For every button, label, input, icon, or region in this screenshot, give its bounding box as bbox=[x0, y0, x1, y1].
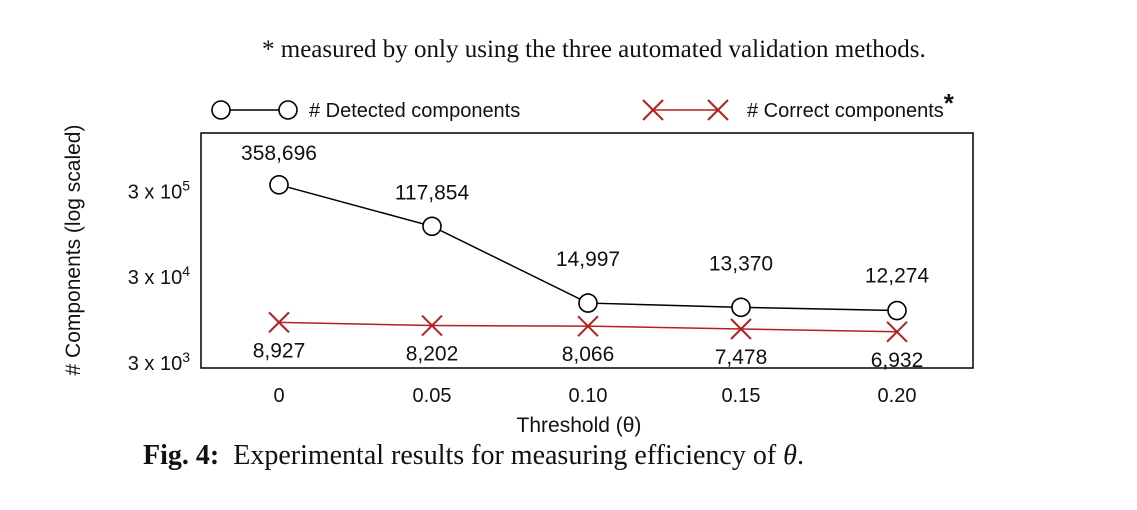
correct-point bbox=[421, 314, 443, 337]
correct-point bbox=[886, 321, 908, 343]
y-tick-base: 3 x 10 bbox=[128, 353, 182, 375]
detected-point bbox=[578, 293, 598, 313]
footnote-text: * measured by only using the three autom… bbox=[262, 36, 926, 63]
legend-marker-correct bbox=[707, 99, 729, 121]
detected-point bbox=[269, 175, 289, 195]
legend-label-detected: # Detected components bbox=[309, 100, 520, 122]
detected-data-label: 13,370 bbox=[709, 252, 773, 275]
caption-symbol: θ bbox=[783, 440, 797, 471]
correct-data-label: 8,066 bbox=[562, 343, 615, 366]
correct-data-label: 8,927 bbox=[253, 339, 306, 362]
correct-data-label: 8,202 bbox=[406, 343, 459, 366]
detected-data-label: 14,997 bbox=[556, 248, 620, 271]
y-tick-label: 3 x 104 bbox=[128, 263, 190, 289]
detected-data-label: 358,696 bbox=[241, 142, 317, 165]
x-tick-label: 0.20 bbox=[878, 385, 917, 407]
correct-data-label: 6,932 bbox=[871, 349, 924, 372]
legend-marker-detected bbox=[211, 100, 231, 120]
correct-point bbox=[730, 318, 752, 340]
line-chart: # Detected components # Correct component… bbox=[62, 88, 974, 437]
x-axis-label: Threshold (θ) bbox=[517, 414, 642, 437]
caption-end: . bbox=[796, 440, 804, 471]
x-tick-label: 0.05 bbox=[413, 385, 452, 407]
y-tick-label: 3 x 105 bbox=[128, 177, 190, 203]
x-tick-label: 0.15 bbox=[722, 385, 761, 407]
figure-caption: Fig. 4: Experimental results for measuri… bbox=[143, 440, 804, 472]
detected-point bbox=[731, 297, 751, 318]
caption-label: Fig. 4: bbox=[143, 440, 220, 471]
series-layer: 358,696 117,854 14,997 13,370 12,274 8,927 8,2… bbox=[241, 142, 929, 372]
detected-data-label: 117,854 bbox=[395, 181, 470, 204]
x-tick-label: 0 bbox=[273, 385, 284, 407]
y-tick-base: 3 x 10 bbox=[128, 267, 182, 289]
y-tick-exponent: 3 bbox=[182, 349, 190, 365]
detected-point bbox=[887, 300, 907, 321]
caption-text: Experimental results for measuring effic… bbox=[233, 440, 777, 471]
correct-data-label: 7,478 bbox=[715, 346, 768, 369]
correct-point bbox=[577, 315, 599, 337]
y-axis-label: # Components (log scaled) bbox=[62, 125, 85, 376]
detected-data-label: 12,274 bbox=[865, 265, 930, 288]
legend-label-correct-name: # Correct components bbox=[747, 100, 944, 122]
x-axis-ticks: 0 0.05 0.10 0.15 0.20 bbox=[273, 385, 916, 407]
detected-point bbox=[422, 216, 442, 237]
y-tick-base: 3 x 10 bbox=[128, 181, 182, 203]
y-tick-label: 3 x 103 bbox=[128, 349, 190, 375]
correct-point bbox=[268, 311, 290, 334]
plot-frame bbox=[200, 132, 974, 369]
y-tick-exponent: 5 bbox=[182, 177, 190, 193]
legend: # Detected components # Correct component… bbox=[211, 88, 955, 122]
legend-marker-detected bbox=[278, 100, 298, 120]
legend-marker-correct bbox=[642, 99, 664, 121]
legend-label-correct: # Correct components* bbox=[747, 88, 955, 122]
y-tick-exponent: 4 bbox=[182, 263, 190, 279]
legend-asterisk: * bbox=[944, 88, 955, 118]
x-tick-label: 0.10 bbox=[569, 385, 608, 407]
